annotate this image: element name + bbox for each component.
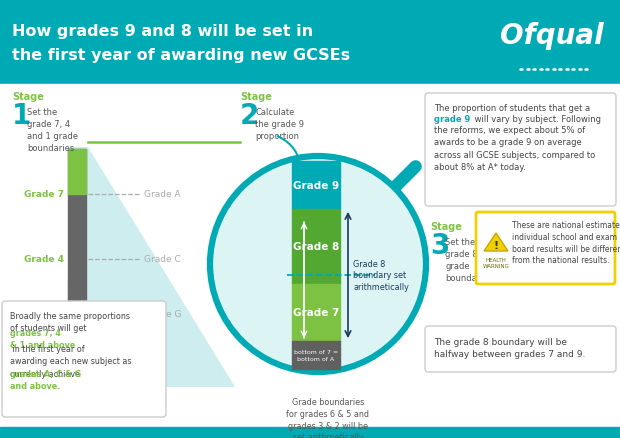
Bar xyxy=(292,341,340,369)
Text: Stage: Stage xyxy=(240,92,272,102)
Text: Grade G: Grade G xyxy=(144,310,182,319)
Text: These are national estimates;
individual school and exam
board results will be d: These are national estimates; individual… xyxy=(512,220,620,265)
Text: HEALTH
WARNING: HEALTH WARNING xyxy=(482,258,510,268)
Text: 1: 1 xyxy=(12,102,31,130)
Text: Set the
grade 8
grade
boundary: Set the grade 8 grade boundary xyxy=(445,237,485,283)
Text: How grades 9 and 8 will be set in: How grades 9 and 8 will be set in xyxy=(12,24,313,39)
Text: Grade boundaries
for grades 6 & 5 and
grades 3 & 2 will be
set arithmetically: Grade boundaries for grades 6 & 5 and gr… xyxy=(286,397,370,438)
Text: Grade 7: Grade 7 xyxy=(24,190,64,199)
FancyBboxPatch shape xyxy=(2,301,166,417)
Text: Set the
grade 7, 4
and 1 grade
boundaries: Set the grade 7, 4 and 1 grade boundarie… xyxy=(27,108,78,153)
Text: Calculate
the grade 9
proportion: Calculate the grade 9 proportion xyxy=(255,108,304,141)
Bar xyxy=(292,162,340,209)
Text: Grade 7: Grade 7 xyxy=(293,308,339,318)
FancyBboxPatch shape xyxy=(476,212,615,284)
Text: !: ! xyxy=(494,240,498,251)
Text: grade 9: grade 9 xyxy=(434,115,470,124)
FancyArrowPatch shape xyxy=(278,137,303,170)
Polygon shape xyxy=(484,233,508,251)
Text: The grade 8 boundary will be
halfway between grades 7 and 9.: The grade 8 boundary will be halfway bet… xyxy=(434,337,585,359)
FancyBboxPatch shape xyxy=(425,94,616,207)
Bar xyxy=(0,427,620,438)
Bar xyxy=(292,284,340,341)
Text: Grade 9: Grade 9 xyxy=(293,180,339,191)
FancyBboxPatch shape xyxy=(425,326,616,372)
Text: Grade 8
boundary set
arithmetically: Grade 8 boundary set arithmetically xyxy=(353,259,409,291)
Bar xyxy=(292,209,340,284)
Bar xyxy=(68,150,86,194)
Circle shape xyxy=(210,157,426,372)
Text: the first year of awarding new GCSEs: the first year of awarding new GCSEs xyxy=(12,48,350,63)
Text: Grade 8: Grade 8 xyxy=(293,242,339,252)
Text: Grade C: Grade C xyxy=(144,255,181,264)
Text: Grade 1: Grade 1 xyxy=(24,310,64,319)
Text: Grade A: Grade A xyxy=(144,190,180,199)
Text: grades 7, 4
& 1 and above: grades 7, 4 & 1 and above xyxy=(10,328,75,350)
Text: 2: 2 xyxy=(240,102,259,130)
Text: Broadly the same proportions
of students will get: Broadly the same proportions of students… xyxy=(10,311,130,333)
Bar xyxy=(0,0,620,85)
Text: Ofqual: Ofqual xyxy=(500,22,604,50)
Text: Stage: Stage xyxy=(12,92,44,102)
Bar xyxy=(0,85,620,438)
Text: Grade 4: Grade 4 xyxy=(24,255,64,264)
Text: 3: 3 xyxy=(430,231,450,259)
Text: in the first year of
awarding each new subject as
currently achieve: in the first year of awarding each new s… xyxy=(10,344,131,378)
Text: the reforms, we expect about 5% of
awards to be a grade 9 on average
across all : the reforms, we expect about 5% of award… xyxy=(434,126,595,172)
Text: The proportion of students that get a: The proportion of students that get a xyxy=(434,104,590,113)
Text: bottom of 7 =
bottom of A: bottom of 7 = bottom of A xyxy=(294,350,338,361)
Text: Stage: Stage xyxy=(430,222,462,231)
Polygon shape xyxy=(66,148,235,387)
Bar xyxy=(68,150,86,359)
Text: grades A, C & G
and above.: grades A, C & G and above. xyxy=(10,369,81,391)
Text: will vary by subject. Following: will vary by subject. Following xyxy=(472,115,601,124)
